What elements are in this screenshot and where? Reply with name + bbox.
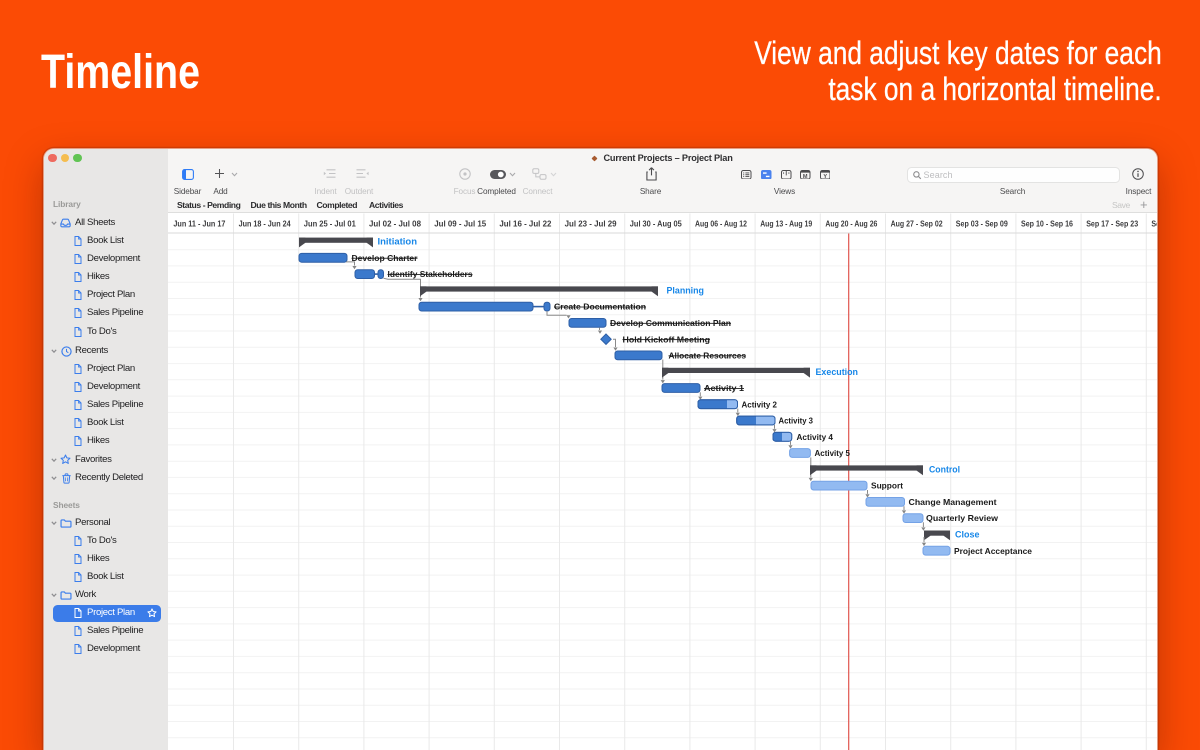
- svg-text:Jun 18 - Jun 24: Jun 18 - Jun 24: [239, 219, 291, 229]
- svg-text:Jul 02 - Jul 08: Jul 02 - Jul 08: [369, 219, 421, 229]
- svg-text:Activity 5: Activity 5: [815, 448, 851, 458]
- svg-text:Activity 1: Activity 1: [704, 383, 744, 393]
- svg-text:Jul 30 - Aug 05: Jul 30 - Aug 05: [630, 219, 682, 229]
- svg-text:Activity 3: Activity 3: [779, 416, 814, 426]
- svg-text:Support: Support: [871, 481, 903, 491]
- svg-text:Develop Communication Plan: Develop Communication Plan: [610, 318, 731, 328]
- svg-text:Aug 27 - Sep 02: Aug 27 - Sep 02: [891, 219, 943, 229]
- svg-text:Close: Close: [955, 530, 980, 540]
- svg-text:Jun 25 - Jul 01: Jun 25 - Jul 01: [304, 219, 356, 229]
- svg-text:M: M: [803, 174, 808, 180]
- svg-text:Jul 16 - Jul 22: Jul 16 - Jul 22: [499, 219, 551, 229]
- svg-text:Initiation: Initiation: [378, 237, 418, 247]
- svg-text:Aug 13 - Aug 19: Aug 13 - Aug 19: [760, 219, 812, 229]
- svg-text:Sep 17 - Sep 23: Sep 17 - Sep 23: [1086, 219, 1138, 229]
- svg-text:Aug 20 - Aug 26: Aug 20 - Aug 26: [825, 219, 877, 229]
- svg-text:Identify Stakeholders: Identify Stakeholders: [388, 269, 473, 279]
- svg-text:Jul 23 - Jul 29: Jul 23 - Jul 29: [565, 219, 617, 229]
- svg-text:Develop Charter: Develop Charter: [352, 253, 419, 263]
- svg-text:Hold Kickoff Meeting: Hold Kickoff Meeting: [623, 334, 711, 344]
- svg-text:Jul 09 - Jul 15: Jul 09 - Jul 15: [434, 219, 486, 229]
- svg-text:Quarterly Review: Quarterly Review: [926, 513, 998, 523]
- svg-text:Create Documentation: Create Documentation: [554, 302, 646, 312]
- svg-text:Allocate Resources: Allocate Resources: [669, 351, 747, 361]
- svg-text:Change Management: Change Management: [909, 497, 997, 507]
- svg-text:Jun 11 - Jun 17: Jun 11 - Jun 17: [173, 219, 225, 229]
- svg-text:Activity 4: Activity 4: [797, 432, 834, 442]
- svg-text:Execution: Execution: [816, 367, 859, 377]
- svg-text:Sep 24 - Sep 30: Sep 24 - Sep 30: [1151, 219, 1157, 229]
- svg-text:Sep 10 - Sep 16: Sep 10 - Sep 16: [1021, 219, 1073, 229]
- svg-text:Planning: Planning: [667, 286, 705, 296]
- svg-text:Control: Control: [929, 465, 960, 475]
- svg-text:Activity 2: Activity 2: [742, 399, 778, 409]
- svg-text:Project Acceptance: Project Acceptance: [954, 546, 1032, 556]
- svg-text:Aug 06 - Aug 12: Aug 06 - Aug 12: [695, 219, 747, 229]
- svg-text:Sep 03 - Sep 09: Sep 03 - Sep 09: [956, 219, 1008, 229]
- svg-text:Y: Y: [823, 174, 827, 180]
